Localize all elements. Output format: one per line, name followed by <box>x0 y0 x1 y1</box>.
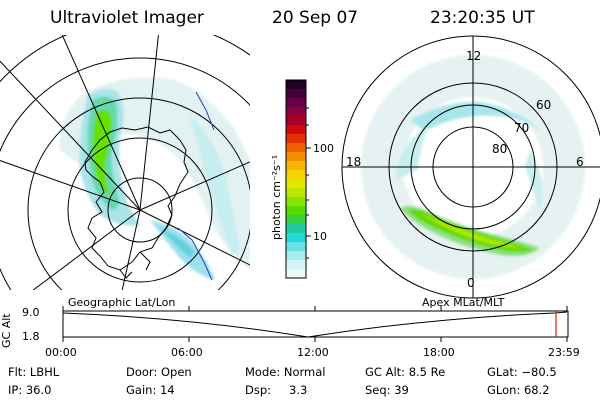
date-label: 20 Sep 07 <box>272 8 359 28</box>
colorbar-swatch <box>286 242 306 252</box>
colorbar-swatch <box>286 188 306 198</box>
dsp-label: Dsp: <box>245 383 272 397</box>
latitude-circles <box>0 35 250 290</box>
colorbar-swatch <box>286 161 306 171</box>
polar-grid-axes <box>342 36 600 298</box>
timeline-y-tick-max: 9.0 <box>22 306 40 319</box>
door-info: Door: Open <box>126 365 192 379</box>
instrument-title: Ultraviolet Imager <box>50 8 204 28</box>
colorbar-swatch <box>286 251 306 261</box>
colorbar-swatch <box>286 89 306 99</box>
filter-info: Flt: LBHL <box>8 365 60 379</box>
colorbar-swatch <box>286 179 306 189</box>
colorbar-ticks <box>306 107 311 259</box>
altitude-curve <box>62 311 568 338</box>
colorbar-swatch <box>286 215 306 225</box>
dsp-value: 3.3 <box>289 383 308 397</box>
mlt-label-6: 6 <box>576 155 584 169</box>
right-panel-caption: Apex MLat/MLT <box>422 296 505 309</box>
colorbar-frame <box>285 79 307 279</box>
ip-info: IP: 36.0 <box>8 383 52 397</box>
timeline-ticks <box>62 306 568 342</box>
altitude-timeline <box>62 306 569 342</box>
timeline-x-tick-0600: 06:00 <box>171 346 203 359</box>
colorbar-swatch <box>286 134 306 144</box>
mlat-label-70: 70 <box>514 121 529 135</box>
glat-info: GLat: −80.5 <box>487 365 557 379</box>
colorbar-swatch <box>286 107 306 117</box>
colorbar-swatch <box>286 152 306 162</box>
colorbar-unit-label: photon cm⁻²s⁻¹ <box>270 155 283 240</box>
colorbar-swatch <box>286 125 306 135</box>
mlt-label-0: 0 <box>467 276 475 290</box>
left-panel-caption: Geographic Lat/Lon <box>68 296 176 309</box>
colorbar <box>286 80 306 279</box>
time-label: 23:20:35 UT <box>430 8 535 28</box>
gain-info: Gain: 14 <box>126 383 175 397</box>
colorbar-swatch <box>286 143 306 153</box>
mlt-label-18: 18 <box>346 155 361 169</box>
glon-info: GLon: 68.2 <box>487 383 550 397</box>
colorbar-tick-100: 100 <box>313 142 334 155</box>
mode-info: Mode: Normal <box>245 365 326 379</box>
colorbar-swatch <box>286 206 306 216</box>
colorbar-swatch <box>286 233 306 243</box>
apex-polar-plot: 12 18 6 0 60 70 80 <box>341 35 600 299</box>
timeline-frame <box>62 310 569 338</box>
timeline-x-tick-0000: 00:00 <box>45 346 77 359</box>
colorbar-swatch <box>286 116 306 126</box>
colorbar-swatch <box>286 80 306 90</box>
timeline-x-tick-1200: 12:00 <box>297 346 329 359</box>
colorbar-swatch <box>286 98 306 108</box>
colorbar-swatch <box>286 269 306 279</box>
mlt-label-12: 12 <box>466 49 481 63</box>
mlat-label-60: 60 <box>536 98 551 112</box>
timeline-x-tick-2359: 23:59 <box>548 346 580 359</box>
timeline-x-tick-1800: 18:00 <box>423 346 455 359</box>
geographic-map <box>0 35 250 290</box>
colorbar-swatch <box>286 224 306 234</box>
left-aurora-emission <box>59 77 250 280</box>
colorbar-swatch <box>286 170 306 180</box>
colorbar-tick-10: 10 <box>313 230 327 243</box>
longitude-lines <box>0 35 250 290</box>
colorbar-swatch <box>286 260 306 270</box>
seq-info: Seq: 39 <box>365 383 409 397</box>
mlat-label-80: 80 <box>492 142 507 156</box>
timeline-y-tick-min: 1.8 <box>22 330 40 343</box>
colorbar-swatch <box>286 197 306 207</box>
gc-alt-info: GC Alt: 8.5 Re <box>365 365 446 379</box>
